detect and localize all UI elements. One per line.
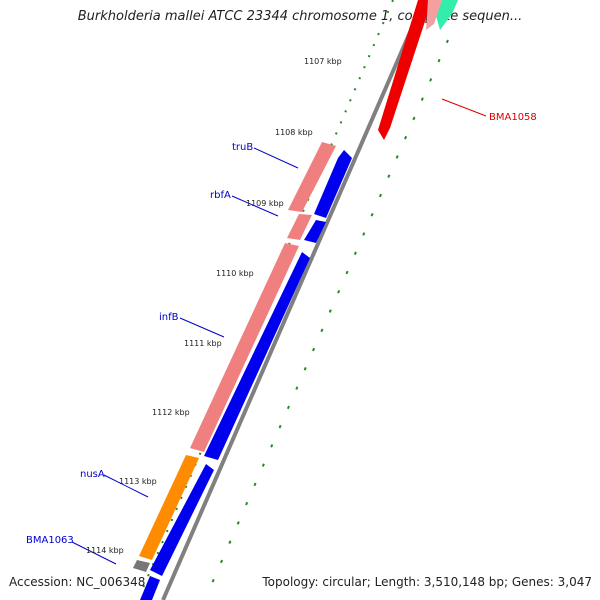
tick-label: 1111 kbp [184, 339, 222, 348]
tick-label: 1108 kbp [275, 128, 313, 137]
inner-tick-track [209, 39, 449, 589]
top-teal-feature [436, 0, 458, 30]
pink-feature-rbfA [287, 214, 312, 240]
map-title: Burkholderia mallei ATCC 23344 chromosom… [77, 9, 523, 24]
blue-gene-rbfA [304, 220, 326, 243]
pink-feature-truB [288, 142, 336, 212]
tick-label: 1113 kbp [119, 477, 157, 486]
backbone [161, 0, 426, 600]
tick-label: 1114 kbp [86, 546, 124, 555]
top-pink-feature [426, 0, 442, 30]
gene-label-infB[interactable]: infB [159, 312, 179, 323]
tick-label: 1110 kbp [216, 269, 254, 278]
tick-label: 1112 kbp [152, 408, 190, 417]
blue-gene-infB [204, 252, 310, 460]
gene-label-nusA[interactable]: nusA [80, 469, 105, 480]
gray-feature-bma1063 [133, 560, 150, 572]
leader-rbfA [231, 195, 279, 217]
leader-bma1058 [441, 98, 487, 117]
leader-nusA [103, 474, 149, 498]
blue-gene-truB [314, 150, 352, 218]
gene-label-bma1058[interactable]: BMA1058 [489, 112, 537, 123]
pink-feature-infB [190, 243, 299, 452]
gene-bma1058 [378, 0, 432, 140]
genome-summary-text: Topology: circular; Length: 3,510,148 bp… [262, 575, 592, 589]
tick-label: 1109 kbp [246, 199, 284, 208]
blue-gene-bma1063 [140, 576, 160, 600]
leader-bma1063 [71, 541, 117, 565]
leader-truB [253, 147, 299, 169]
tick-label: 1107 kbp [304, 57, 342, 66]
gene-label-bma1063[interactable]: BMA1063 [26, 535, 74, 546]
gene-label-truB[interactable]: truB [232, 142, 253, 153]
leader-infB [179, 317, 225, 338]
blue-gene-nusA [150, 464, 214, 576]
accession-text: Accession: NC_006348 [9, 575, 146, 589]
orange-feature-nusA [139, 455, 199, 560]
gene-label-rbfA[interactable]: rbfA [210, 190, 231, 201]
